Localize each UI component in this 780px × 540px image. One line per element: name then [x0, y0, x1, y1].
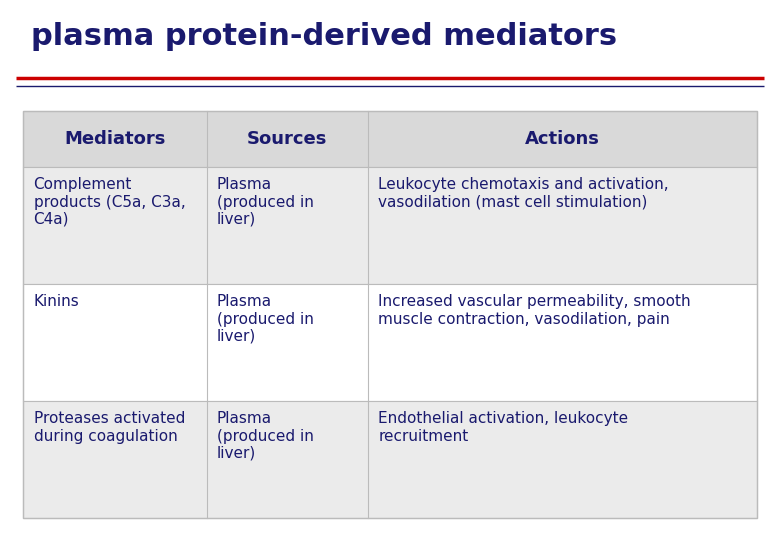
- Text: Leukocyte chemotaxis and activation,
vasodilation (mast cell stimulation): Leukocyte chemotaxis and activation, vas…: [378, 177, 668, 210]
- Bar: [23, 167, 757, 285]
- Text: Plasma
(produced in
liver): Plasma (produced in liver): [217, 294, 314, 344]
- Text: Sources: Sources: [247, 130, 328, 148]
- Text: Actions: Actions: [525, 130, 600, 148]
- Text: Proteases activated
during coagulation: Proteases activated during coagulation: [34, 411, 185, 443]
- Text: plasma protein-derived mediators: plasma protein-derived mediators: [31, 22, 617, 51]
- Text: Plasma
(produced in
liver): Plasma (produced in liver): [217, 411, 314, 461]
- Text: Complement
products (C5a, C3a,
C4a): Complement products (C5a, C3a, C4a): [34, 177, 186, 227]
- Text: Kinins: Kinins: [34, 294, 80, 309]
- Text: Endothelial activation, leukocyte
recruitment: Endothelial activation, leukocyte recrui…: [378, 411, 628, 443]
- Bar: [23, 111, 757, 518]
- Bar: [23, 401, 757, 518]
- Text: Plasma
(produced in
liver): Plasma (produced in liver): [217, 177, 314, 227]
- Text: Increased vascular permeability, smooth
muscle contraction, vasodilation, pain: Increased vascular permeability, smooth …: [378, 294, 691, 327]
- Bar: [23, 111, 757, 167]
- Bar: [23, 285, 757, 401]
- Text: Mediators: Mediators: [65, 130, 165, 148]
